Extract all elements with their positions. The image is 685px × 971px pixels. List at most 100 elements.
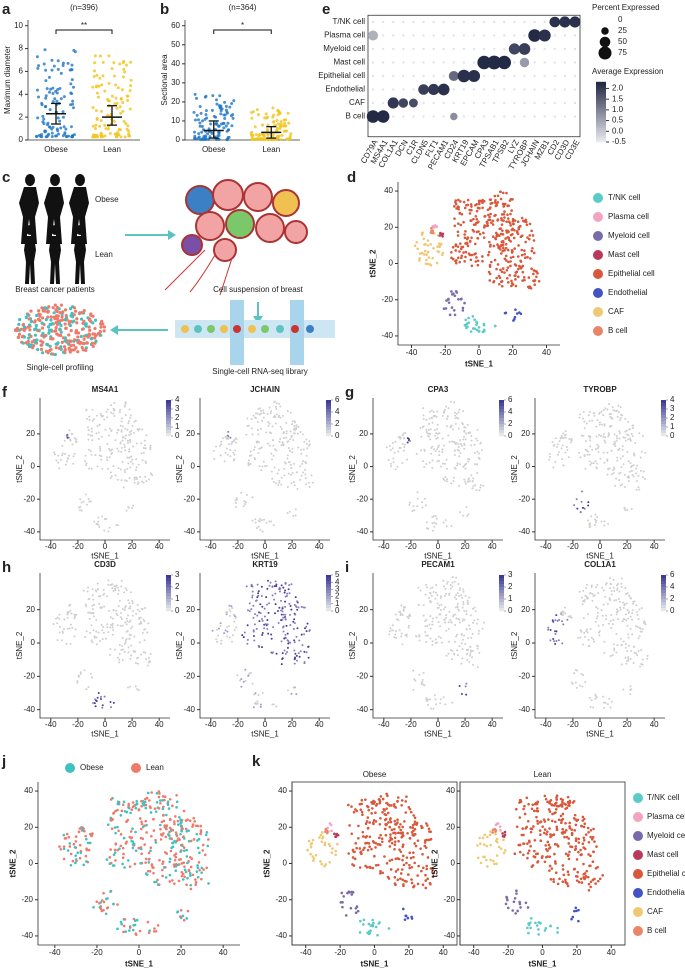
cell-dot [464,468,466,470]
cell-dot [110,706,112,708]
cell-dot [165,876,168,879]
cell-dot [433,591,435,593]
cell-dot [81,502,83,504]
cell-dot [457,234,460,237]
cell-dot [148,931,151,934]
background-dot [372,48,374,50]
cell-dot [79,827,82,830]
cell-dot [463,436,465,438]
cell-dot [573,672,575,674]
cell-dot [470,435,472,437]
cell-dot [99,454,101,456]
cell-dot [445,614,447,616]
cell-dot [366,816,369,819]
cell-dot [216,641,218,643]
cell-dot [416,505,418,507]
cell-dot [420,436,422,438]
cell-dot [460,298,463,301]
background-dot [382,61,384,63]
cell-dot [447,434,449,436]
background-dot [554,75,556,77]
cell-dot [357,837,360,840]
cell-dot [125,840,128,843]
cell-dot [605,618,607,620]
cell-dot [109,527,111,529]
cell-dot [417,865,420,868]
cell-dot [295,508,297,510]
cell-dot [602,615,604,617]
background-dot [422,34,424,36]
cell-dot [458,443,460,445]
background-dot [422,102,424,104]
cell-dot [381,837,384,840]
cell-dot [530,250,533,253]
cell-dot [372,867,375,870]
point-texture [223,122,226,125]
cell-dot [81,346,84,349]
cell-dot [458,455,460,457]
cell-dot [481,449,483,451]
cell-dot [192,817,195,820]
cell-dot [139,610,141,612]
cell-dot [139,817,142,820]
cell-dot [331,847,334,850]
background-dot [463,34,465,36]
cell-dot [120,833,123,836]
cell-dot [430,601,432,603]
cell-dot [554,643,556,645]
cell-dot [103,632,105,634]
cell-dot [414,820,417,823]
cell-dot [462,601,464,603]
cell-dot [47,310,50,313]
cell-dot [362,923,365,926]
cell-dot [586,454,588,456]
cell-dot [83,590,85,592]
cell-dot [361,811,364,814]
cell-dot [589,420,591,422]
cell-dot [270,634,272,636]
cell-dot [469,655,471,657]
cell-dot [75,317,78,320]
background-dot [503,88,505,90]
point-texture [226,122,229,125]
cell-dot [467,458,469,460]
cell-dot [502,233,505,236]
cell-dot [69,324,72,327]
x-tick-label: -20 [334,948,346,957]
cell-dot [282,652,284,654]
cell-dot [266,522,268,524]
cell-dot [459,439,461,441]
point-texture [232,117,235,120]
cell-dot [268,602,270,604]
cell-dot [289,511,291,513]
cell-dot [64,322,67,325]
cell-dot [71,627,73,629]
point-texture [40,133,43,136]
cell-dot [118,450,120,452]
cell-dot [517,220,520,223]
cell-dot [430,587,432,589]
cell-dot [290,583,292,585]
background-dot [523,75,525,77]
cell-dot [79,844,82,847]
y-tick-label: -20 [356,671,368,680]
cell-dot [444,622,446,624]
cell-dot [523,220,526,223]
cell-dot [121,618,123,620]
cell-dot [261,646,263,648]
cell-dot [280,619,282,621]
cell-dot [123,591,125,593]
cell-dot [141,823,144,826]
cell-dot [260,428,262,430]
x-label: tSNE_1 [251,551,279,560]
point-texture [226,130,229,133]
cell-dot [130,837,133,840]
cell-dot [405,915,408,918]
point-texture [116,107,119,110]
cell-dot [434,435,436,437]
cell-dot [234,449,236,451]
cell-dot [459,645,461,647]
cell-dot [438,621,440,623]
cell-dot [285,637,287,639]
point-texture [122,61,125,64]
